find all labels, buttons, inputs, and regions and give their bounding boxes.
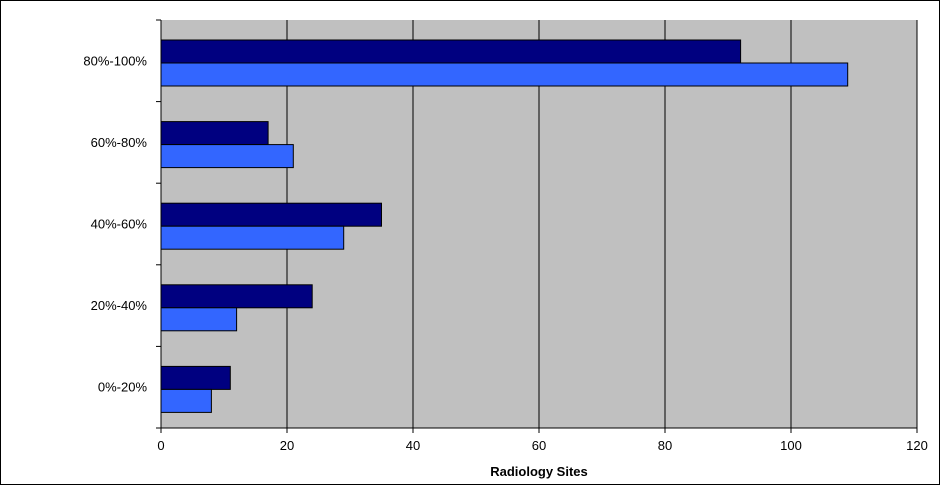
y-tick-label-20%-40%: 20%-40% — [91, 298, 148, 313]
y-tick-label-0%-20%: 0%-20% — [98, 380, 148, 395]
bar-series2-80%-100% — [160, 62, 849, 87]
tick-labels: 0 20 40 60 80 100 120 0%-20% 20%-40% 40%-60% 60%-8… — [83, 53, 927, 453]
y-tick-label-80%-100%: 80%-100% — [83, 53, 147, 68]
bar-series1-60%-80% — [160, 121, 269, 146]
x-axis-title: Radiology Sites — [490, 464, 588, 479]
x-tick-label-100: 100 — [780, 438, 802, 453]
x-tick-label-80: 80 — [658, 438, 672, 453]
bar-series2-0%-20% — [160, 388, 212, 413]
y-tick-label-40%-60%: 40%-60% — [91, 217, 148, 232]
x-tick-label-120: 120 — [906, 438, 928, 453]
x-tick-label-0: 0 — [157, 438, 164, 453]
x-tick-label-40: 40 — [406, 438, 420, 453]
gridlines — [286, 20, 918, 428]
bar-series2-60%-80% — [160, 144, 294, 169]
bar-series2-20%-40% — [160, 307, 238, 332]
bar-series1-20%-40% — [160, 284, 313, 309]
bar-series2-40%-60% — [160, 225, 345, 250]
x-tick-label-60: 60 — [532, 438, 546, 453]
bar-series1-40%-60% — [160, 202, 382, 227]
bar-series1-0%-20% — [160, 365, 231, 390]
x-tick-label-20: 20 — [280, 438, 294, 453]
axes — [156, 19, 918, 433]
y-tick-label-60%-80%: 60%-80% — [91, 135, 148, 150]
bar-series1-80%-100% — [160, 39, 742, 64]
